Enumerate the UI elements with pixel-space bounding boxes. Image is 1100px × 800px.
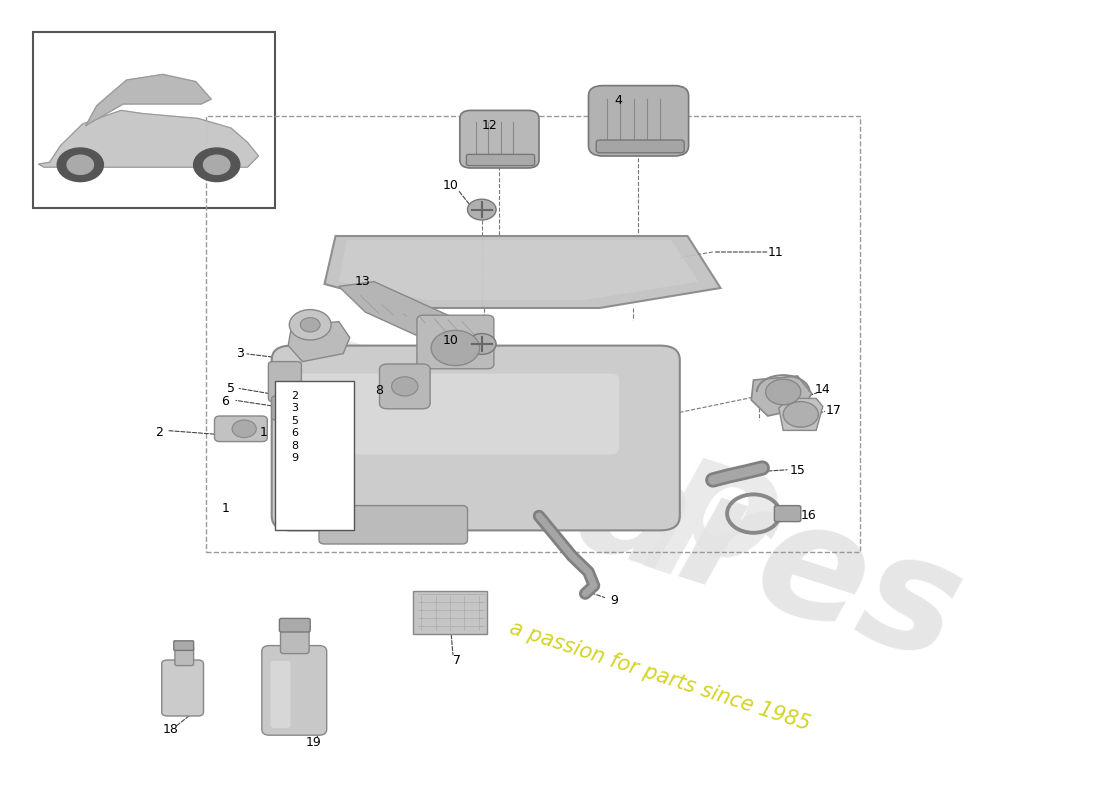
Text: 9: 9	[292, 453, 298, 462]
Circle shape	[194, 148, 240, 182]
Text: 12: 12	[482, 119, 497, 132]
Circle shape	[67, 155, 94, 174]
FancyBboxPatch shape	[417, 315, 494, 369]
Text: 19: 19	[306, 736, 321, 749]
Text: 2: 2	[292, 391, 298, 401]
Text: 3: 3	[235, 347, 244, 360]
Text: a passion for parts since 1985: a passion for parts since 1985	[507, 618, 813, 734]
FancyBboxPatch shape	[175, 646, 194, 666]
FancyBboxPatch shape	[162, 660, 204, 716]
Circle shape	[204, 155, 230, 174]
Text: 6: 6	[221, 395, 230, 408]
FancyBboxPatch shape	[412, 591, 487, 634]
Text: 15: 15	[790, 464, 805, 477]
FancyBboxPatch shape	[588, 86, 689, 156]
FancyBboxPatch shape	[460, 110, 539, 168]
Text: 13: 13	[355, 275, 371, 288]
Polygon shape	[751, 376, 812, 416]
Circle shape	[783, 402, 818, 427]
Circle shape	[289, 310, 331, 340]
Circle shape	[300, 318, 320, 332]
Text: 10: 10	[443, 334, 459, 346]
FancyBboxPatch shape	[466, 154, 535, 166]
Polygon shape	[86, 74, 211, 126]
Text: 14: 14	[815, 383, 830, 396]
FancyBboxPatch shape	[280, 626, 309, 654]
Text: 4: 4	[614, 94, 623, 106]
Text: 8: 8	[292, 441, 298, 450]
FancyBboxPatch shape	[174, 641, 194, 650]
Text: 3: 3	[292, 403, 298, 413]
Text: ares: ares	[561, 426, 979, 694]
Polygon shape	[779, 398, 823, 430]
Circle shape	[766, 379, 801, 405]
Text: europ: europ	[254, 293, 802, 603]
FancyBboxPatch shape	[272, 346, 680, 530]
Text: 2: 2	[155, 426, 164, 438]
Circle shape	[468, 199, 496, 220]
Text: 9: 9	[609, 594, 618, 606]
Circle shape	[392, 377, 418, 396]
FancyBboxPatch shape	[214, 416, 267, 442]
FancyBboxPatch shape	[262, 646, 327, 735]
Polygon shape	[39, 110, 258, 167]
FancyBboxPatch shape	[596, 140, 684, 153]
FancyBboxPatch shape	[271, 661, 290, 728]
FancyBboxPatch shape	[275, 381, 354, 530]
FancyBboxPatch shape	[268, 362, 301, 402]
Polygon shape	[339, 240, 698, 300]
FancyBboxPatch shape	[279, 618, 310, 632]
FancyBboxPatch shape	[379, 364, 430, 409]
Polygon shape	[339, 282, 490, 354]
Text: 1: 1	[221, 502, 230, 514]
Circle shape	[431, 330, 480, 366]
FancyBboxPatch shape	[294, 374, 619, 454]
FancyBboxPatch shape	[774, 506, 801, 522]
Text: 8: 8	[375, 384, 384, 397]
Text: 5: 5	[292, 416, 298, 426]
FancyBboxPatch shape	[319, 506, 468, 544]
Circle shape	[232, 420, 256, 438]
FancyBboxPatch shape	[272, 396, 297, 420]
Text: 16: 16	[801, 509, 816, 522]
Polygon shape	[288, 322, 350, 362]
Circle shape	[57, 148, 103, 182]
Text: 5: 5	[227, 382, 235, 394]
Polygon shape	[324, 236, 720, 308]
Text: 1: 1	[260, 426, 268, 438]
Text: 17: 17	[826, 404, 842, 417]
Text: 6: 6	[292, 428, 298, 438]
Text: 18: 18	[163, 723, 178, 736]
FancyBboxPatch shape	[33, 32, 275, 208]
Text: 11: 11	[768, 246, 783, 258]
Text: 7: 7	[452, 654, 461, 666]
Text: 10: 10	[443, 179, 459, 192]
Circle shape	[468, 334, 496, 354]
